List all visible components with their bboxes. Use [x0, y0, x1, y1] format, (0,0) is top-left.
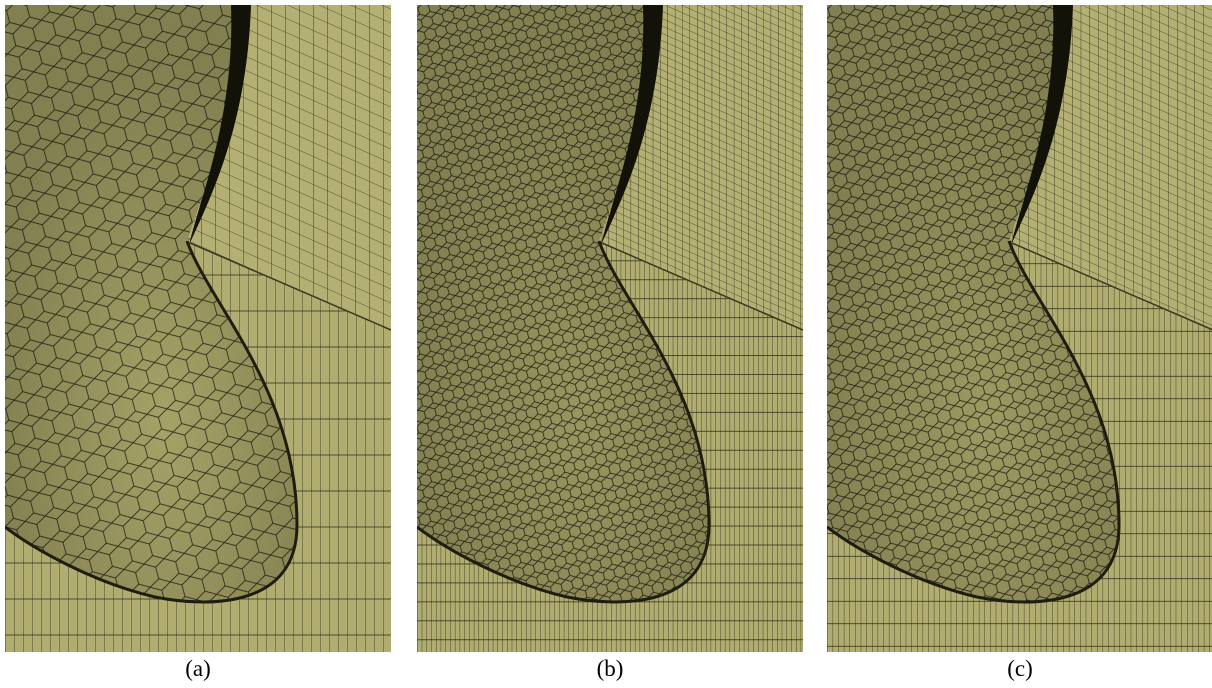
mesh-panel	[827, 5, 1212, 652]
panel-label: (c)	[827, 652, 1212, 686]
mesh-panel	[5, 5, 391, 652]
mesh-panel	[417, 5, 803, 652]
panel-label: (b)	[417, 652, 803, 686]
figure: (a) (b) (c) (() => { const data = JSON.p…	[0, 0, 1212, 688]
panel-label: (a)	[5, 652, 391, 686]
